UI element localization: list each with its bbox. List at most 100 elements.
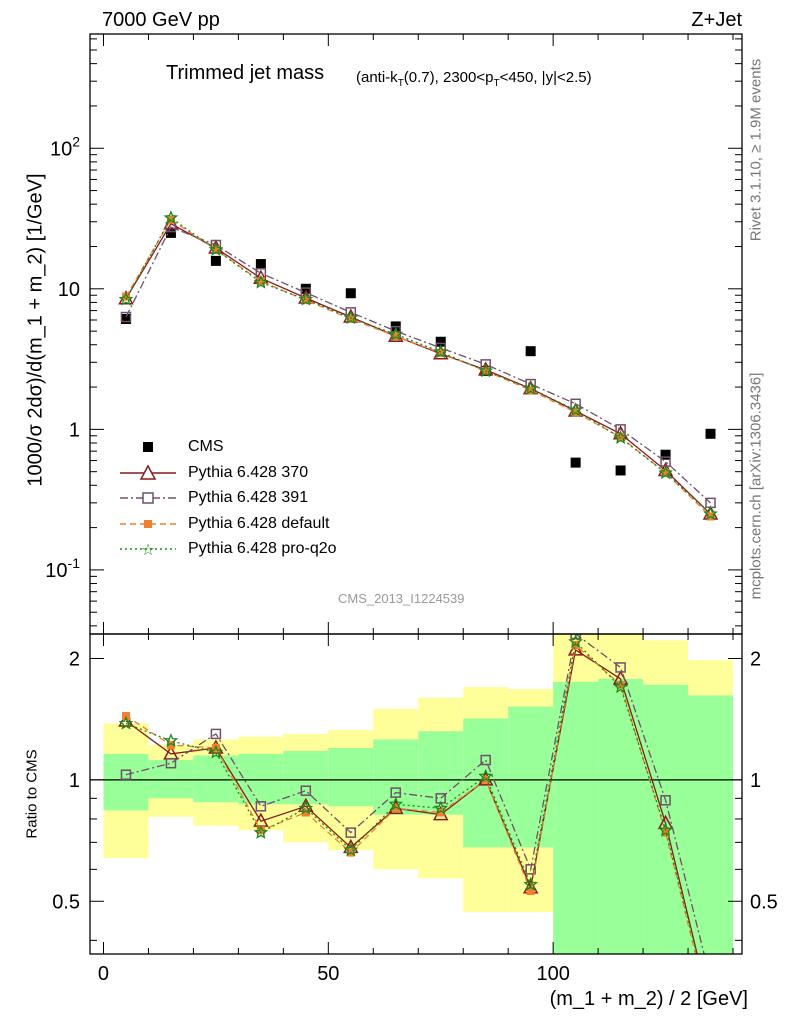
legend-symbol-pythia-370: [120, 463, 176, 480]
mc-point: [298, 291, 314, 306]
mc-point: [526, 887, 535, 896]
series-line-ratio: [125, 634, 705, 954]
mc-point: [707, 1012, 715, 1020]
mc-point: [436, 808, 445, 817]
y-tick-label-ratio-left: 0.5: [52, 891, 80, 913]
mc-point: [343, 310, 359, 325]
mc-point: [657, 814, 674, 830]
mc-point: [661, 468, 670, 477]
inner-band-bin: [328, 747, 374, 807]
mc-point: [211, 245, 220, 254]
legend-symbol-pythia-391: [120, 492, 176, 504]
mc-point: [433, 800, 448, 815]
mc-point: [301, 808, 310, 817]
mc-point: [568, 402, 583, 417]
mc-point: [523, 380, 539, 395]
x-axis-label: (m_1 + m_2) / 2 [GeV]: [549, 988, 748, 1010]
inner-band-bin: [283, 750, 329, 805]
legend-symbol-pythia-default: [120, 519, 176, 528]
mc-point: [345, 827, 357, 838]
mc-point: [478, 768, 494, 783]
x-tick-label: 0: [98, 963, 109, 985]
series-ratio-2: [120, 634, 715, 984]
series-line-ratio: [125, 640, 698, 954]
mc-point: [210, 728, 222, 740]
axis-ticks: [90, 34, 742, 954]
data-point-cms: [615, 465, 626, 476]
rivet-version-label: Rivet 3.1.10, ≥ 1.9M events: [747, 58, 765, 242]
mc-point: [525, 864, 536, 875]
y-tick-label-ratio-left: 1: [69, 770, 80, 792]
legend-label-pythia-391: Pythia 6.428 391: [188, 489, 309, 506]
inner-band-bin: [508, 706, 554, 848]
plot-title: Trimmed jet mass: [166, 62, 325, 84]
mc-point: [255, 801, 267, 812]
x-tick-label: 50: [317, 963, 339, 985]
mc-point: [120, 769, 132, 780]
mc-point: [163, 733, 179, 747]
mc-point: [568, 634, 583, 648]
mc-point: [706, 975, 715, 984]
mc-point: [658, 822, 673, 837]
plot-frames: [89, 33, 743, 955]
y-axis-label-main: 1000/σ 2dσ)/d(m_1 + m_2) [1/GeV]: [24, 173, 47, 487]
mc-point: [526, 386, 535, 395]
mc-point: [208, 744, 224, 759]
mc-point: [301, 296, 310, 305]
mc-point: [346, 314, 355, 323]
mc-point: [480, 754, 491, 766]
data-point-cms: [255, 259, 266, 270]
series-line-main: [125, 222, 711, 515]
mc-point: [388, 796, 404, 811]
mc-point: [436, 348, 445, 357]
mc-point: [120, 311, 132, 323]
mc-point: [256, 277, 265, 286]
y-tick-label-main: 102: [50, 133, 80, 160]
data-point-cms: [435, 336, 446, 347]
svg-text:☆: ☆: [141, 540, 155, 559]
energy-label: 7000 GeV pp: [102, 9, 220, 31]
data-point-cms: [660, 449, 671, 460]
mc-point: [253, 824, 269, 839]
y-tick-label-ratio-right: 0.5: [750, 891, 778, 913]
inner-band-bin: [373, 739, 419, 815]
mc-point: [388, 326, 404, 341]
data-point-cms: [210, 255, 221, 266]
y-axis-label-ratio: Ratio to CMS: [23, 749, 41, 839]
mc-point: [433, 344, 448, 359]
mc-point: [615, 662, 626, 673]
axis-tick-labels: 0 50 100 102 10 1 10-1 2 2 1 1 0.5 0.5: [45, 133, 778, 985]
data-point-cms: [525, 346, 536, 357]
mc-point: [658, 465, 673, 480]
analysis-watermark: CMS_2013_I1224539: [338, 591, 465, 606]
inner-band-bin: [553, 681, 599, 954]
legend-label-pythia-370: Pythia 6.428 370: [188, 463, 309, 481]
series-line-ratio: [125, 643, 697, 954]
mc-point: [166, 215, 175, 224]
y-tick-label-main: 1: [69, 419, 80, 441]
inner-band-bin: [103, 753, 149, 811]
mc-point: [391, 332, 400, 341]
mc-point: [613, 679, 628, 694]
series-main-4: [118, 210, 718, 521]
mc-point: [616, 680, 625, 689]
y-tick-label-ratio-left: 2: [69, 648, 80, 670]
source-label: mcplots.cern.ch [arXiv:1306.3436]: [747, 372, 765, 600]
mc-point: [208, 241, 224, 256]
legend-symbol-cms: [143, 442, 153, 452]
inner-band-bin: [643, 684, 689, 954]
data-point-cms: [345, 288, 356, 299]
legend-symbol-pythia-pro-q2o: ☆: [120, 540, 176, 559]
inner-band-bin: [148, 760, 194, 799]
mc-point: [478, 363, 494, 378]
mc-point: [391, 804, 400, 813]
data-point-cms: [165, 227, 176, 238]
data-point-cms: [120, 313, 131, 324]
mc-point: [481, 775, 490, 784]
mc-point: [343, 842, 359, 857]
y-tick-label-ratio-right: 1: [750, 770, 761, 792]
y-tick-label-ratio-right: 2: [750, 648, 761, 670]
legend-label-pythia-default: Pythia 6.428 default: [188, 514, 330, 532]
series-layer: [90, 210, 742, 1020]
mc-point: [163, 210, 179, 225]
